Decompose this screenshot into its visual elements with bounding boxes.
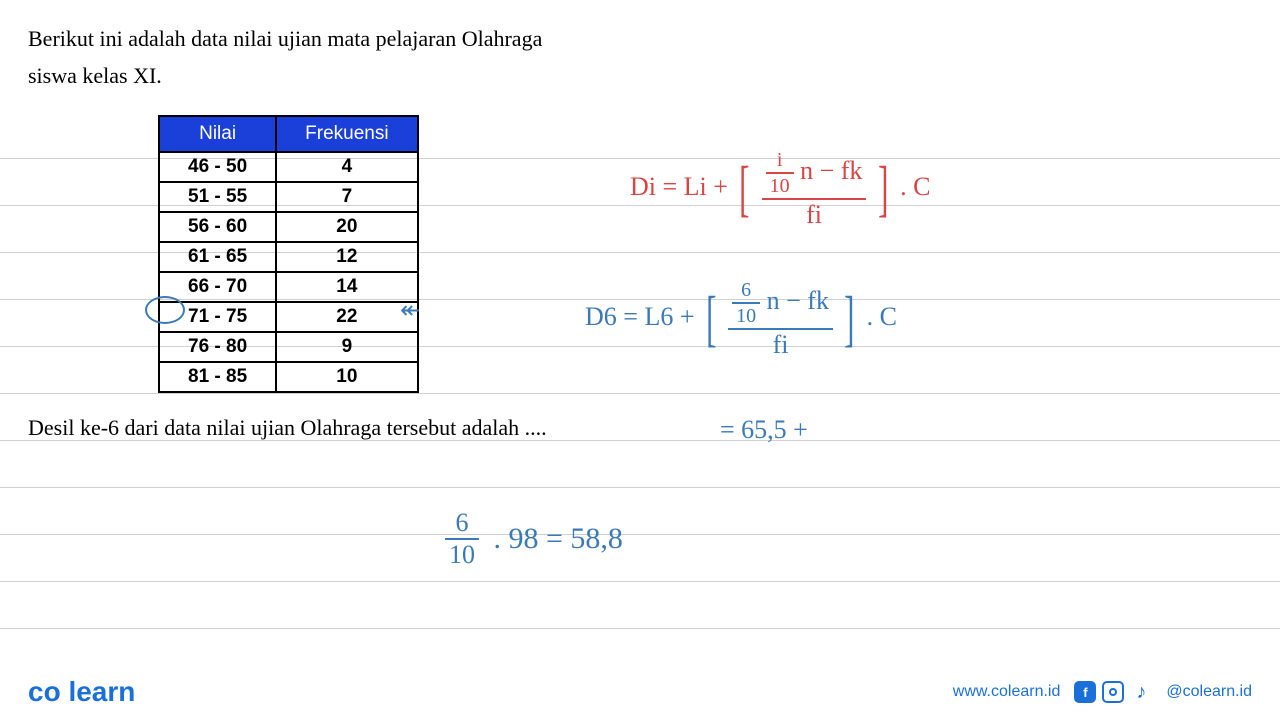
frequency-table: Nilai Frekuensi 46 - 504 51 - 557 56 - 6… bbox=[158, 115, 419, 393]
logo: co learn bbox=[28, 676, 135, 708]
question-line-1: Berikut ini adalah data nilai ujian mata… bbox=[28, 20, 1252, 57]
bracket-right-icon: ] bbox=[878, 154, 888, 225]
formula-red-left: Di = Li + bbox=[630, 172, 728, 201]
tiktok-icon: ♪ bbox=[1130, 681, 1152, 703]
formula-blue-suffix: . C bbox=[867, 302, 897, 331]
footer-handle: @colearn.id bbox=[1166, 683, 1252, 701]
formula-blue-left: D6 = L6 + bbox=[585, 302, 694, 331]
social-icons: f ♪ bbox=[1074, 681, 1152, 703]
formula-red-suffix: . C bbox=[900, 172, 930, 201]
instagram-icon bbox=[1102, 681, 1124, 703]
footer: co learn www.colearn.id f ♪ @colearn.id bbox=[0, 676, 1280, 708]
formula-blue: D6 = L6 + [ 6 10 n − fk fi ] . C bbox=[585, 280, 897, 358]
table-row: 81 - 8510 bbox=[159, 362, 418, 392]
facebook-icon: f bbox=[1074, 681, 1096, 703]
question-line-2: siswa kelas XI. bbox=[28, 57, 1252, 94]
table-row: 46 - 504 bbox=[159, 152, 418, 182]
question-footer: Desil ke-6 dari data nilai ujian Olahrag… bbox=[28, 415, 1252, 441]
table-row: 61 - 6512 bbox=[159, 242, 418, 272]
arrow-annotation: ↞ bbox=[400, 296, 420, 325]
bracket-right-icon: ] bbox=[845, 284, 855, 355]
table-row: 66 - 7014 bbox=[159, 272, 418, 302]
circle-annotation bbox=[145, 296, 185, 324]
calc-line-2: 6 10 . 98 = 58,8 bbox=[445, 510, 623, 568]
table-header-nilai: Nilai bbox=[159, 116, 276, 152]
formula-red-fraction: i 10 n − fk fi bbox=[762, 150, 867, 228]
footer-right: www.colearn.id f ♪ @colearn.id bbox=[953, 681, 1252, 703]
table-row: 51 - 557 bbox=[159, 182, 418, 212]
calc-line-1: = 65,5 + bbox=[720, 415, 808, 445]
bracket-left-icon: [ bbox=[740, 154, 750, 225]
calc-fraction: 6 10 bbox=[445, 510, 479, 568]
formula-red: Di = Li + [ i 10 n − fk fi ] . C bbox=[630, 150, 930, 228]
footer-url: www.colearn.id bbox=[953, 683, 1061, 701]
table-header-frekuensi: Frekuensi bbox=[276, 116, 417, 152]
table-row: 56 - 6020 bbox=[159, 212, 418, 242]
formula-blue-fraction: 6 10 n − fk fi bbox=[728, 280, 833, 358]
question-text: Berikut ini adalah data nilai ujian mata… bbox=[28, 20, 1252, 95]
table-row: 71 - 7522 bbox=[159, 302, 418, 332]
table-row: 76 - 809 bbox=[159, 332, 418, 362]
bracket-left-icon: [ bbox=[706, 284, 716, 355]
